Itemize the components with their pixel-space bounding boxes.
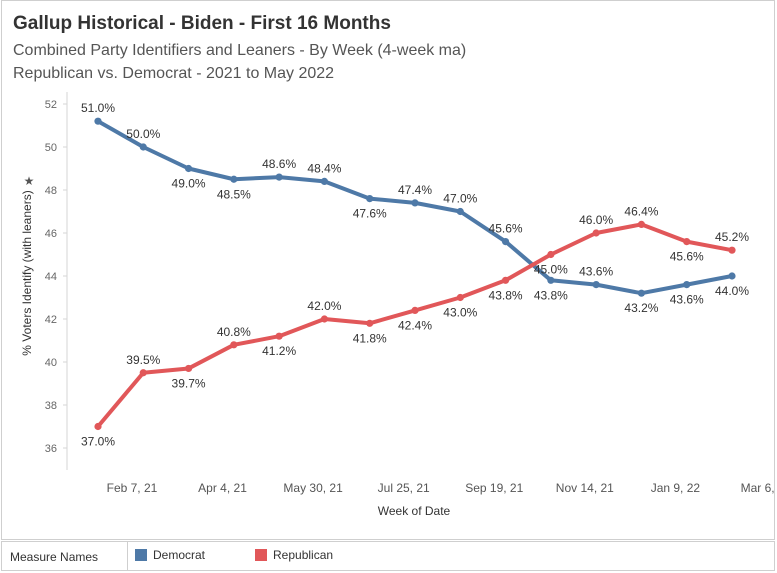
y-tick-label: 40 [45, 357, 57, 369]
y-axis-label: % Voters Identify (with leaners) [20, 190, 34, 355]
republican-point[interactable] [230, 341, 238, 349]
y-tick-label: 44 [45, 271, 57, 283]
republican-data-label: 42.0% [307, 299, 341, 313]
democrat-data-label: 47.4% [398, 183, 432, 197]
x-tick-label: Jul 25, 21 [378, 481, 430, 495]
democrat-data-label: 49.0% [172, 177, 206, 191]
democrat-point[interactable] [94, 117, 102, 125]
democrat-point[interactable] [592, 281, 600, 289]
democrat-data-label: 43.2% [624, 301, 658, 315]
democrat-data-label: 48.6% [262, 157, 296, 171]
democrat-data-label: 47.0% [443, 192, 477, 206]
republican-data-label: 41.8% [353, 331, 387, 345]
y-tick-label: 38 [45, 400, 57, 412]
democrat-data-label: 47.6% [353, 207, 387, 221]
democrat-point[interactable] [366, 195, 374, 203]
democrat-data-label: 48.4% [307, 161, 341, 175]
republican-data-label: 37.0% [81, 435, 115, 449]
y-tick-label: 48 [45, 185, 57, 197]
democrat-point[interactable] [501, 238, 510, 246]
republican-data-label: 40.8% [217, 325, 251, 339]
democrat-data-label: 45.6% [489, 222, 523, 236]
republican-data-label: 42.4% [398, 318, 432, 332]
republican-data-label: 43.0% [443, 306, 477, 320]
democrat-point[interactable] [547, 276, 555, 284]
legend-swatch-democrat[interactable] [135, 549, 147, 561]
republican-point[interactable] [637, 220, 646, 228]
republican-point[interactable] [184, 364, 193, 373]
democrat-data-label: 44.0% [715, 284, 749, 298]
republican-point[interactable] [94, 422, 102, 431]
legend-title: Measure Names [10, 550, 99, 564]
x-tick-label: Nov 14, 21 [556, 481, 614, 495]
democrat-data-label: 43.6% [579, 265, 613, 279]
y-tick-label: 42 [45, 314, 57, 326]
legend-label-republican[interactable]: Republican [273, 548, 334, 562]
republican-point[interactable] [547, 250, 555, 259]
republican-point[interactable] [501, 276, 510, 284]
republican-data-label: 39.5% [126, 353, 160, 367]
republican-data-label: 46.4% [624, 204, 658, 218]
democrat-point[interactable] [275, 173, 283, 181]
democrat-point[interactable] [728, 272, 736, 280]
y-tick-label: 46 [45, 228, 57, 240]
line-chart: 36 38 40 42 44 46 48 50 52 Feb 7, 21 Apr 4, 21 May… [20, 92, 777, 518]
republican-point[interactable] [275, 332, 283, 340]
democrat-data-label: 43.8% [534, 288, 568, 302]
y-tick-label: 36 [45, 443, 57, 455]
x-axis-label: Week of Date [378, 504, 451, 518]
republican-point[interactable] [139, 369, 147, 377]
democrat-data-label: 51.0% [81, 101, 115, 115]
republican-point[interactable] [728, 246, 736, 254]
legend-divider [127, 542, 128, 570]
legend: Measure Names Democrat Republican [1, 541, 775, 571]
chart-subtitle-2: Republican vs. Democrat - 2021 to May 20… [13, 65, 335, 82]
x-tick-label: Apr 4, 21 [198, 481, 247, 495]
democrat-point[interactable] [184, 164, 193, 173]
republican-point[interactable] [456, 293, 464, 302]
republican-data-label: 41.2% [262, 344, 296, 358]
republican-data-label: 46.0% [579, 213, 613, 227]
chart-subtitle-1: Combined Party Identifiers and Leaners -… [13, 42, 467, 59]
chart-title: Gallup Historical - Biden - First 16 Mon… [13, 13, 391, 34]
republican-point[interactable] [683, 238, 691, 246]
republican-data-label: 45.6% [670, 250, 704, 264]
republican-point[interactable] [320, 315, 329, 323]
republican-point[interactable] [592, 229, 600, 237]
democrat-point[interactable] [139, 143, 147, 151]
y-tick-label: 50 [45, 142, 57, 154]
democrat-data-label: 48.5% [217, 187, 251, 201]
x-tick-label: May 30, 21 [283, 481, 343, 495]
pin-icon[interactable]: ★ [24, 174, 35, 188]
x-tick-label: Feb 7, 21 [107, 481, 158, 495]
republican-data-label: 39.7% [172, 376, 206, 390]
democrat-point[interactable] [320, 177, 329, 185]
legend-swatch-republican[interactable] [255, 549, 267, 561]
democrat-point[interactable] [230, 175, 238, 183]
democrat-data-label: 50.0% [126, 127, 160, 141]
democrat-data-label: 43.6% [670, 293, 704, 307]
x-tick-label: Mar 6, 22 [741, 481, 777, 495]
democrat-point[interactable] [683, 281, 691, 289]
legend-label-democrat[interactable]: Democrat [153, 548, 206, 562]
republican-point[interactable] [411, 306, 419, 314]
x-tick-label: Jan 9, 22 [651, 481, 701, 495]
chart-frame [1, 0, 775, 540]
republican-data-label: 45.2% [715, 230, 749, 244]
x-tick-label: Sep 19, 21 [465, 481, 523, 495]
republican-data-label: 43.8% [489, 288, 523, 302]
democrat-point[interactable] [456, 207, 464, 216]
republican-data-label: 45.0% [534, 263, 568, 277]
y-tick-label: 52 [45, 99, 57, 111]
democrat-point[interactable] [637, 289, 646, 297]
republican-point[interactable] [366, 319, 374, 327]
democrat-point[interactable] [411, 199, 419, 207]
